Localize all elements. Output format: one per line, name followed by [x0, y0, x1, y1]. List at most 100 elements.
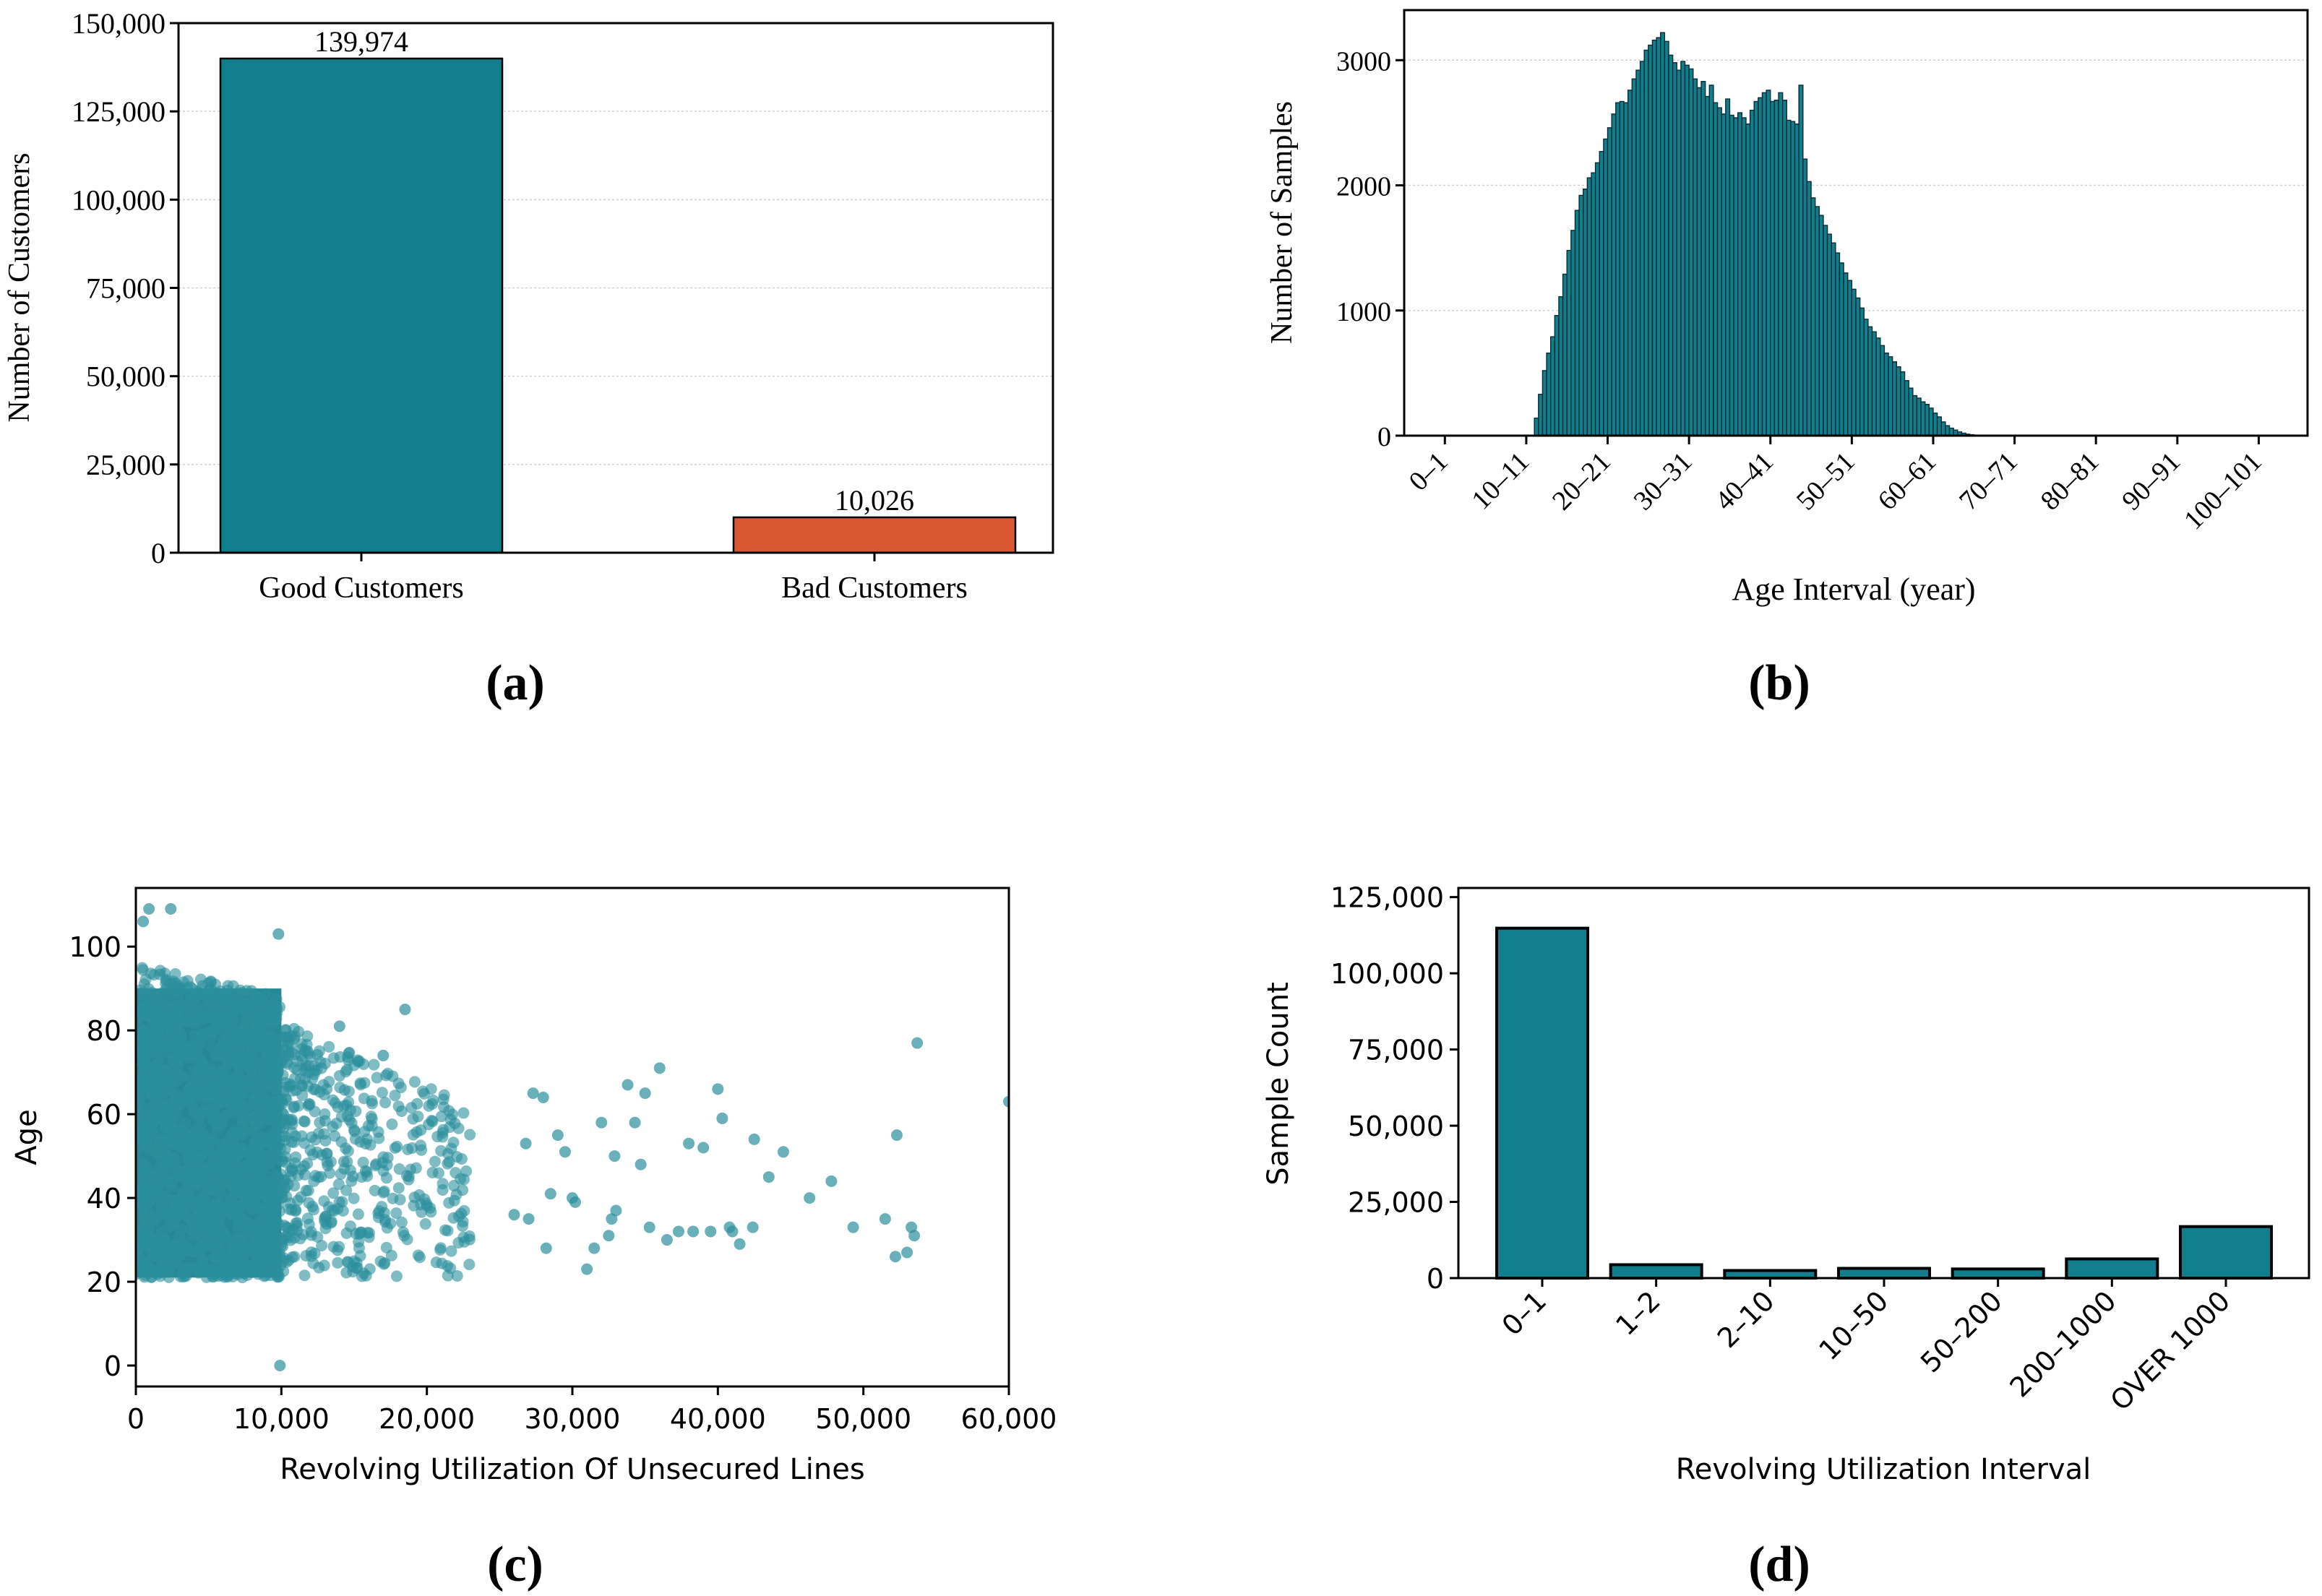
panel-a-ytick-label: 25,000: [86, 449, 165, 481]
panel-a-ytick-label: 50,000: [86, 361, 165, 393]
panel-b-histogram: 0 1000 2000 3000 0–1 10–11 20–21 30–31 40–41 50–…: [1265, 9, 2309, 711]
panel-c-point: [335, 1136, 348, 1148]
panel-b-hist-bar: [1880, 345, 1885, 436]
panel-c-point: [397, 1226, 409, 1238]
panel-c-point: [139, 1269, 151, 1282]
panel-c-point: [430, 1256, 442, 1269]
panel-b-hist-bar: [1794, 123, 1799, 436]
panel-c-point: [340, 1066, 352, 1078]
panel-c-outlier-point: [653, 1062, 666, 1074]
panel-b-hist-bar: [1566, 249, 1572, 436]
panel-b-hist-bar: [1904, 380, 1909, 436]
panel-d-bar: [2065, 1257, 2159, 1280]
panel-b-hist-bar: [1928, 407, 1934, 436]
panel-c-point: [296, 1038, 308, 1051]
panel-c-outlier-point: [747, 1221, 759, 1233]
panel-c-outlier-point: [165, 902, 177, 915]
panel-c-point: [236, 1113, 248, 1126]
panel-c-outlier-point: [544, 1188, 556, 1200]
panel-c-point: [173, 1136, 186, 1149]
panel-b-plot-frame: [1403, 9, 2309, 437]
panel-c-point: [269, 1017, 281, 1030]
panel-d-xtick-label: 200–1000: [2003, 1285, 2122, 1403]
panel-b-hist-bar: [1761, 92, 1767, 436]
panel-b-hist-bar: [1835, 252, 1841, 436]
panel-b-xtick-label: 50–51: [1791, 447, 1861, 517]
panel-c-outlier-point: [901, 1246, 913, 1259]
panel-c-point: [244, 1262, 256, 1274]
panel-c-point: [136, 1202, 147, 1214]
panel-d-bar: [1951, 1267, 2045, 1280]
panel-c-point: [136, 1084, 146, 1096]
panel-c-point: [136, 1069, 146, 1081]
panel-c-point: [167, 1152, 179, 1164]
panel-d-ytick-label: 25,000: [1348, 1187, 1444, 1219]
panel-d-bar: [2179, 1225, 2273, 1280]
panel-c-point: [439, 1224, 452, 1236]
panel-c-point: [160, 1019, 172, 1031]
panel-c-point: [236, 1233, 248, 1245]
panel-b-ytick-label: 0: [1377, 422, 1391, 452]
panel-b-hist-bar: [1770, 100, 1776, 436]
panel-c-point: [457, 1107, 470, 1119]
panel-c-point: [311, 1146, 323, 1158]
panel-b-hist-bar: [1729, 114, 1734, 436]
panel-c-point: [285, 1039, 297, 1051]
panel-b-ytick-label: 2000: [1336, 172, 1391, 202]
panel-b-hist-bar: [1631, 78, 1637, 436]
panel-b-xtick-label: 80–81: [2035, 447, 2105, 517]
panel-c-point: [196, 1027, 208, 1040]
panel-c-outlier-point: [908, 1230, 921, 1242]
panel-b-hist-bar: [1623, 102, 1629, 436]
panel-c-point: [452, 1237, 465, 1249]
panel-c-point: [162, 1064, 174, 1076]
panel-c-point: [139, 1164, 151, 1176]
panel-c-point: [252, 1069, 265, 1081]
panel-c-point: [154, 1041, 166, 1053]
panel-c-point: [276, 1155, 288, 1168]
panel-c-ytick-label: 100: [69, 931, 121, 963]
panel-b-hist-bar: [1916, 397, 1922, 436]
panel-c-ytick-label: 40: [87, 1183, 121, 1215]
panel-c-point: [332, 1101, 344, 1113]
panel-c-point: [193, 1243, 205, 1256]
panel-c-point: [289, 1157, 301, 1169]
panel-c-point: [185, 1178, 197, 1190]
panel-a-xtick-label: Bad Customers: [781, 571, 968, 605]
panel-c-point: [327, 1187, 340, 1199]
panel-c-point: [182, 1083, 194, 1095]
panel-c-point: [368, 1058, 380, 1071]
panel-c-point: [321, 1156, 333, 1168]
panel-c-point: [258, 999, 270, 1011]
panel-c-outlier-point: [639, 1087, 651, 1100]
panel-c-outlier-point: [879, 1213, 891, 1225]
panel-c-xtick-label: 40,000: [670, 1403, 766, 1435]
panel-c-point: [142, 1141, 154, 1153]
panel-b-hist-bar: [1925, 403, 1930, 436]
panel-c-point: [229, 1130, 241, 1142]
panel-c-point: [244, 1049, 256, 1061]
panel-c-point: [259, 1081, 271, 1093]
panel-c-point: [338, 1163, 351, 1175]
panel-b-hist-bar: [1558, 296, 1564, 436]
panel-b-hist-bar: [1753, 100, 1759, 436]
panel-d-caption: (d): [1748, 1537, 1810, 1592]
panel-c-point: [254, 1118, 266, 1130]
panel-c-point: [351, 1054, 364, 1066]
panel-c-point: [442, 1147, 454, 1160]
panel-b-hist-bar: [1574, 210, 1580, 436]
panel-b-hist-bar: [1778, 92, 1784, 436]
panel-c-point: [136, 1042, 147, 1054]
panel-c-point: [365, 1110, 377, 1123]
panel-b-hist-bar: [1534, 418, 1539, 436]
panel-c-point: [259, 1031, 272, 1043]
panel-c-outlier-point: [1003, 1095, 1009, 1108]
panel-c-point: [168, 1219, 180, 1231]
panel-c-point: [425, 1206, 437, 1218]
panel-d-xtick-label: 50–200: [1914, 1285, 2008, 1379]
panel-c-xtick-label: 0: [127, 1403, 145, 1435]
panel-c-outlier-point: [520, 1137, 532, 1149]
panel-c-point: [429, 1155, 441, 1168]
panel-b-hist-bar: [1643, 49, 1649, 436]
panel-c-point: [166, 1006, 179, 1019]
